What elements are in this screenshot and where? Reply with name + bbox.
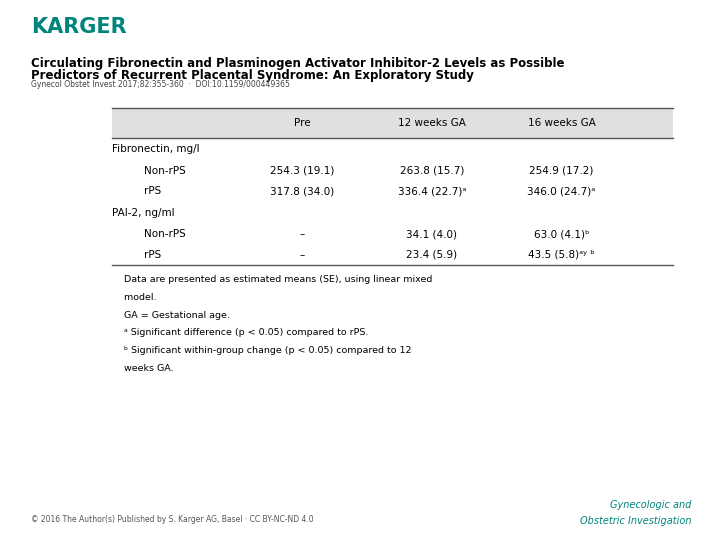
Text: Non-rPS: Non-rPS — [144, 166, 186, 176]
Bar — [112, 108, 673, 138]
Text: model.: model. — [112, 293, 156, 302]
Text: © 2016 The Author(s) Published by S. Karger AG, Basel · CC BY-NC-ND 4.0: © 2016 The Author(s) Published by S. Kar… — [31, 515, 314, 524]
Text: 12 weeks GA: 12 weeks GA — [398, 118, 466, 128]
Text: KARGER: KARGER — [31, 17, 127, 37]
Text: Predictors of Recurrent Placental Syndrome: An Exploratory Study: Predictors of Recurrent Placental Syndro… — [31, 69, 474, 82]
Text: 254.9 (17.2): 254.9 (17.2) — [529, 166, 594, 176]
Text: 23.4 (5.9): 23.4 (5.9) — [406, 250, 458, 260]
Text: Fibronectin, mg/l: Fibronectin, mg/l — [112, 144, 199, 154]
Text: 254.3 (19.1): 254.3 (19.1) — [270, 166, 335, 176]
Text: Data are presented as estimated means (SE), using linear mixed: Data are presented as estimated means (S… — [112, 275, 432, 284]
Text: PAI-2, ng/ml: PAI-2, ng/ml — [112, 208, 174, 218]
Text: 346.0 (24.7)ᵃ: 346.0 (24.7)ᵃ — [528, 186, 595, 196]
Text: –: – — [300, 250, 305, 260]
Text: Non-rPS: Non-rPS — [144, 230, 186, 239]
Text: 16 weeks GA: 16 weeks GA — [528, 118, 595, 128]
Text: rPS: rPS — [144, 186, 161, 196]
Text: weeks GA.: weeks GA. — [112, 364, 174, 373]
Text: ᵃ Significant difference (p < 0.05) compared to rPS.: ᵃ Significant difference (p < 0.05) comp… — [112, 328, 368, 338]
Text: Obstetric Investigation: Obstetric Investigation — [580, 516, 691, 526]
Text: 263.8 (15.7): 263.8 (15.7) — [400, 166, 464, 176]
Text: ᵇ Significant within-group change (p < 0.05) compared to 12: ᵇ Significant within-group change (p < 0… — [112, 346, 411, 355]
Text: 336.4 (22.7)ᵃ: 336.4 (22.7)ᵃ — [398, 186, 466, 196]
Text: –: – — [300, 230, 305, 239]
Text: Gynecologic and: Gynecologic and — [610, 500, 691, 510]
Text: Circulating Fibronectin and Plasminogen Activator Inhibitor-2 Levels as Possible: Circulating Fibronectin and Plasminogen … — [31, 57, 564, 70]
Text: rPS: rPS — [144, 250, 161, 260]
Text: 317.8 (34.0): 317.8 (34.0) — [270, 186, 335, 196]
Text: 43.5 (5.8)ᵃʸ ᵇ: 43.5 (5.8)ᵃʸ ᵇ — [528, 250, 595, 260]
Text: Pre: Pre — [294, 118, 311, 128]
Text: 34.1 (4.0): 34.1 (4.0) — [407, 230, 457, 239]
Text: 63.0 (4.1)ᵇ: 63.0 (4.1)ᵇ — [534, 230, 590, 239]
Text: GA = Gestational age.: GA = Gestational age. — [112, 310, 230, 320]
Text: Gynecol Obstet Invest 2017;82:355-360  ·  DOI:10.1159/000449365: Gynecol Obstet Invest 2017;82:355-360 · … — [31, 80, 290, 89]
